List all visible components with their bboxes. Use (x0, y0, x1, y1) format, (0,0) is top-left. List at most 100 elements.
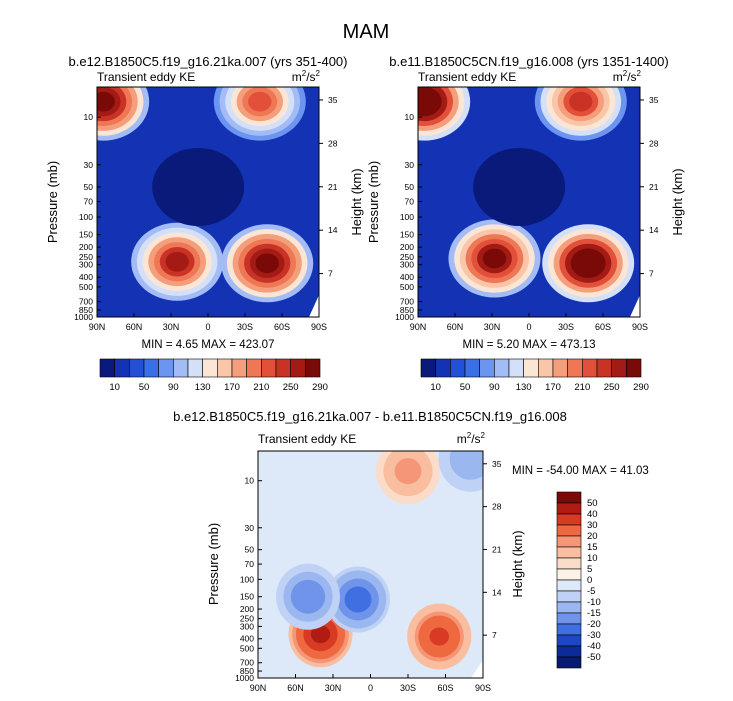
colorbar-swatch (556, 590, 582, 603)
y-tick-label: 70 (245, 559, 255, 569)
panel-1-ylabel: Pressure (mb) (45, 161, 60, 243)
panel-2-ylabel-right: Height (km) (670, 168, 685, 235)
colorbar-swatch (305, 358, 321, 378)
colorbar-label: -10 (587, 597, 601, 608)
missing-data (309, 295, 319, 317)
colorbar-swatch (523, 358, 539, 378)
panel-1-contour-field (97, 87, 319, 317)
colorbar-label: 250 (283, 382, 299, 393)
y-tick-label: 250 (240, 614, 254, 624)
panel-3-minmax: MIN = -54.00 MAX = 41.03 (512, 465, 649, 477)
panel-3-variable: Transient eddy KE (258, 432, 356, 446)
y-tick-label: 850 (240, 666, 254, 676)
colorbar-swatch (275, 358, 291, 378)
colorbar-label: 10 (109, 382, 120, 393)
panel-1-colorbar: 10 50 90 130 170 210 250 290 (99, 358, 328, 393)
colorbar-swatch (626, 358, 642, 378)
y-tick-label: 30 (405, 160, 415, 170)
contour-band (248, 91, 272, 112)
colorbar-swatch (556, 634, 582, 647)
y-tick-label: 250 (79, 252, 93, 262)
contour-band (186, 177, 210, 197)
panel-3-units: m2/s2 (457, 431, 486, 446)
y-tick-label: 70 (405, 197, 415, 207)
x-tick-label: 60N (287, 683, 304, 693)
colorbar-swatch (479, 358, 495, 378)
colorbar-label: 15 (587, 542, 598, 553)
contour-band (507, 177, 531, 197)
colorbar-swatch (420, 358, 436, 378)
y-tick-label: 700 (240, 658, 254, 668)
colorbar-swatch (158, 358, 174, 378)
colorbar-swatch (556, 524, 582, 537)
x-tick-label: 0 (526, 322, 531, 332)
x-tick-label: 0 (205, 322, 210, 332)
panel-2-colorbar: 10 50 90 130 170 210 250 290 (420, 358, 649, 393)
y-tick-label: 200 (400, 242, 414, 252)
y-tick-label: 850 (400, 305, 414, 315)
y-tick-label: 850 (79, 305, 93, 315)
colorbar-swatch (556, 645, 582, 658)
panel-1-ylabel-right: Height (km) (349, 168, 364, 235)
y-tick-label: 50 (84, 182, 94, 192)
x-tick-label: 30S (237, 322, 253, 332)
contour-band (418, 91, 436, 112)
x-tick-label: 30N (325, 683, 342, 693)
y-tick-label: 50 (245, 545, 255, 555)
y-tick-label: 100 (400, 212, 414, 222)
colorbar-label: 170 (545, 382, 561, 393)
height-tick-label: 21 (328, 182, 338, 192)
y-tick-label: 70 (84, 197, 94, 207)
contour-band (429, 627, 449, 646)
height-tick-label: 7 (649, 269, 654, 279)
x-tick-label: 30S (400, 683, 416, 693)
colorbar-label: 5 (587, 564, 592, 575)
colorbar-swatch (246, 358, 262, 378)
colorbar-swatch (556, 557, 582, 570)
x-tick-label: 30N (163, 322, 180, 332)
height-tick-label: 35 (492, 459, 502, 469)
colorbar-label: -30 (587, 630, 601, 641)
colorbar-swatch (611, 358, 627, 378)
height-tick-label: 14 (649, 225, 659, 235)
colorbar-swatch (596, 358, 612, 378)
colorbar-swatch (129, 358, 145, 378)
contour-band (482, 248, 507, 269)
x-tick-label: 0 (368, 683, 373, 693)
colorbar-label: 10 (430, 382, 441, 393)
colorbar-label: -20 (587, 619, 601, 630)
colorbar-label: 130 (516, 382, 532, 393)
colorbar-swatch (114, 358, 130, 378)
colorbar-swatch (231, 358, 247, 378)
colorbar-swatch (556, 568, 582, 581)
y-tick-label: 250 (400, 252, 414, 262)
panel-2-contour-field (418, 87, 640, 317)
panel-1: b.e12.B1850C5.f19_g16.21ka.007 (yrs 351-… (45, 54, 364, 351)
x-tick-label: 90N (250, 683, 267, 693)
colorbar-label: 50 (139, 382, 150, 393)
colorbar-label: 30 (587, 520, 598, 531)
y-tick-label: 10 (84, 112, 94, 122)
panel-3: b.e12.B1850C5.f19_g16.21ka.007 - b.e11.B… (173, 409, 649, 693)
colorbar-swatch (556, 535, 582, 548)
colorbar-label: 20 (587, 531, 598, 542)
x-tick-label: 90S (632, 322, 648, 332)
y-tick-label: 300 (240, 621, 254, 631)
height-tick-label: 28 (492, 502, 502, 512)
panel-3-contour-field (258, 451, 483, 678)
y-tick-label: 150 (400, 230, 414, 240)
colorbar-swatch (556, 601, 582, 614)
y-tick-label: 150 (240, 592, 254, 602)
colorbar-swatch (261, 358, 277, 378)
x-tick-label: 60S (274, 322, 290, 332)
height-tick-label: 7 (492, 630, 497, 640)
colorbar-label: 40 (587, 509, 598, 520)
colorbar-swatch (143, 358, 159, 378)
y-tick-label: 30 (245, 523, 255, 533)
colorbar-label: 90 (489, 382, 500, 393)
contour-band (255, 253, 279, 274)
y-tick-label: 300 (79, 260, 93, 270)
x-tick-label: 60N (126, 322, 143, 332)
